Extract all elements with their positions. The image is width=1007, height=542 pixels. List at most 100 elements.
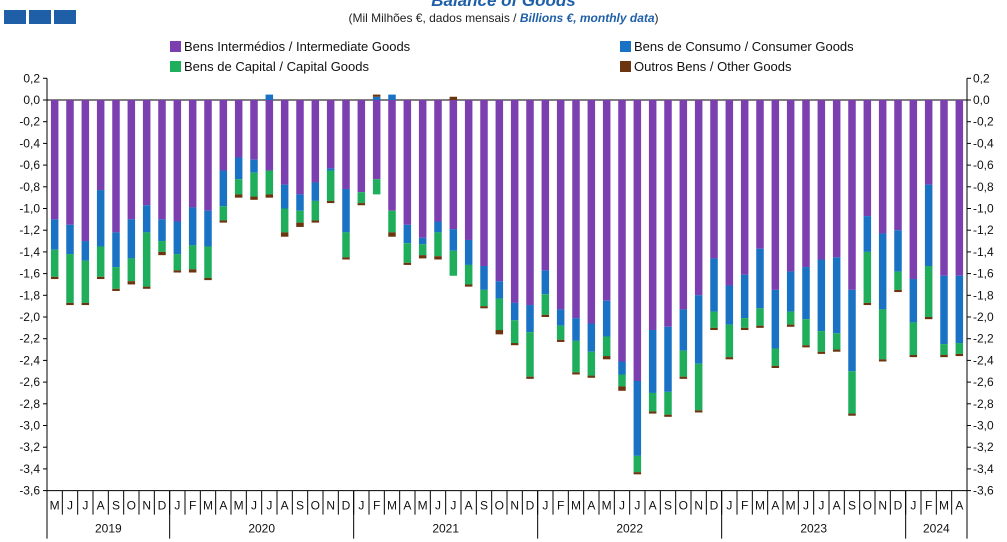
bar-segment-4 — [618, 386, 626, 391]
bar-segment-3 — [403, 243, 412, 263]
legend-label-intermediate: Bens Intermédios / Intermediate Goods — [184, 39, 411, 54]
bar-segment-1 — [510, 100, 519, 303]
bar-segment-3 — [694, 363, 703, 411]
month-label: S — [480, 499, 488, 513]
bar-segment-2 — [388, 94, 396, 100]
bar-segment-1 — [909, 100, 918, 280]
y-tick-label-left: -1,6 — [19, 267, 40, 281]
month-label: M — [418, 499, 428, 513]
month-label: J — [910, 499, 916, 513]
month-label: M — [234, 499, 244, 513]
month-label: A — [403, 499, 411, 513]
bar-segment-1 — [924, 100, 933, 185]
bar-segment-1 — [648, 100, 657, 331]
bar-segment-4 — [234, 194, 243, 198]
month-label: S — [296, 499, 304, 513]
bar-segment-2 — [342, 188, 350, 233]
bar-segment-2 — [848, 289, 856, 372]
bar-segment-1 — [434, 100, 442, 222]
bar-segment-1 — [188, 100, 197, 208]
brand-logo — [4, 10, 76, 24]
bar-segment-3 — [924, 266, 933, 317]
bar-segment-1 — [265, 100, 274, 171]
bar-segment-1 — [296, 100, 304, 195]
bar-segment-1 — [572, 100, 580, 319]
bar-segment-4 — [694, 410, 703, 413]
bar-segment-2 — [878, 233, 887, 310]
bar-segment-2 — [526, 305, 534, 333]
bar-segment-2 — [572, 318, 580, 341]
bar-segment-1 — [326, 100, 335, 169]
month-label: F — [373, 499, 380, 513]
y-tick-label-left: -2,4 — [19, 353, 40, 367]
bar-segment-1 — [173, 100, 182, 222]
bar-segment-3 — [756, 308, 764, 326]
legend-swatch-intermediate — [170, 41, 181, 52]
y-tick-label-right: -2,0 — [973, 310, 994, 324]
bar-segment-1 — [388, 100, 396, 211]
bar-segment-3 — [771, 348, 780, 366]
bar-segment-4 — [50, 276, 59, 280]
bar-segment-2 — [204, 210, 212, 247]
bar-segment-1 — [526, 100, 534, 306]
bar-segment-3 — [464, 264, 473, 285]
month-label: J — [67, 499, 73, 513]
legend-label-other: Outros Bens / Other Goods — [634, 59, 792, 74]
month-label: M — [939, 499, 949, 513]
brand-block — [4, 10, 26, 24]
bar-segment-4 — [296, 222, 304, 227]
bar-segment-2 — [618, 361, 626, 375]
bar-segment-1 — [556, 100, 565, 310]
bar-segment-4 — [740, 327, 749, 331]
bar-segment-4 — [219, 220, 228, 223]
y-tick-label-left: -1,4 — [19, 245, 40, 259]
month-label: J — [726, 499, 732, 513]
bar-segment-2 — [510, 302, 519, 321]
bar-segment-2 — [894, 230, 902, 272]
month-label: J — [450, 499, 456, 513]
bar-segment-1 — [204, 100, 212, 211]
y-tick-label-left: -2,8 — [19, 397, 40, 411]
bar-segment-3 — [66, 254, 74, 303]
bar-segment-1 — [618, 100, 626, 362]
bar-segment-4 — [909, 354, 918, 358]
bar-segment-3 — [526, 332, 534, 377]
legend-capital: Bens de Capital / Capital Goods — [170, 59, 369, 74]
bar-segment-2 — [556, 309, 565, 326]
bar-segment-4 — [280, 232, 289, 237]
y-tick-label-right: -0,6 — [973, 158, 994, 172]
bar-segment-4 — [112, 288, 120, 291]
bar-segment-2 — [50, 219, 59, 250]
bar-segment-4 — [142, 286, 151, 289]
bar-segment-4 — [265, 194, 274, 198]
legend-swatch-capital — [170, 61, 181, 72]
bar-segment-4 — [342, 257, 350, 260]
bar-segment-1 — [771, 100, 780, 290]
brand-block — [54, 10, 76, 24]
y-tick-label-left: -3,6 — [19, 484, 40, 498]
bar-segment-1 — [142, 100, 151, 206]
bar-segment-3 — [572, 340, 580, 373]
month-label: J — [358, 499, 364, 513]
y-tick-label-right: -1,0 — [973, 202, 994, 216]
y-tick-label-right: -3,4 — [973, 462, 994, 476]
bar-segment-2 — [311, 182, 320, 201]
bar-segment-2 — [173, 221, 182, 255]
month-label: M — [571, 499, 581, 513]
bar-segment-2 — [434, 221, 442, 233]
month-label: D — [894, 499, 903, 513]
bar-segment-3 — [480, 289, 488, 307]
y-tick-label-left: -2,6 — [19, 375, 40, 389]
bar-segment-1 — [633, 100, 642, 382]
month-label: D — [710, 499, 719, 513]
bar-segment-3 — [296, 210, 304, 223]
bar-segment-4 — [710, 327, 718, 331]
month-label: D — [526, 499, 535, 513]
bar-segment-4 — [449, 96, 458, 100]
y-tick-label-left: -0,8 — [19, 180, 40, 194]
bar-segment-2 — [802, 267, 810, 320]
bar-segment-2 — [664, 326, 672, 392]
bar-segment-2 — [480, 266, 488, 290]
bar-segment-2 — [280, 184, 289, 209]
month-label: S — [664, 499, 672, 513]
